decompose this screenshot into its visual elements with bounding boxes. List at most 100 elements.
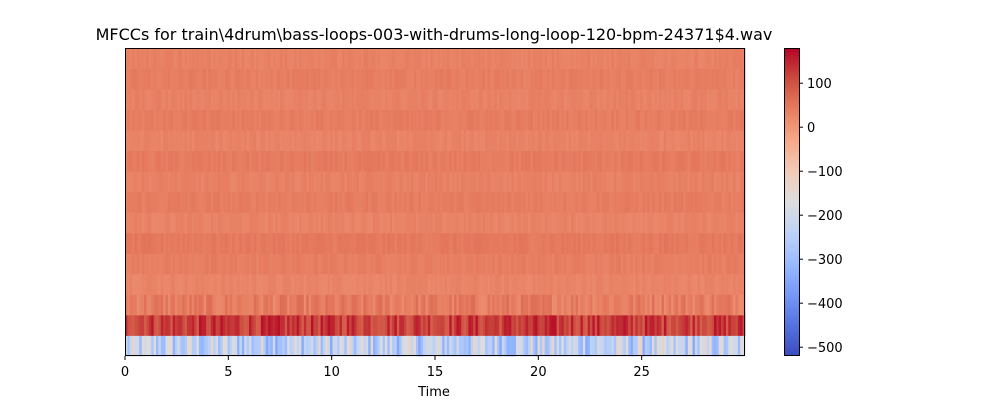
heatmap-cell <box>473 253 476 275</box>
heatmap-cell <box>444 150 448 172</box>
heatmap-cell <box>477 109 481 131</box>
heatmap-cell <box>456 294 460 316</box>
heatmap-cell <box>277 253 281 275</box>
heatmap-cell <box>353 130 357 152</box>
heatmap-cell <box>294 150 298 172</box>
heatmap-cell <box>537 294 541 316</box>
heatmap-cell <box>489 89 493 110</box>
heatmap-cell <box>628 68 631 90</box>
heatmap-cell <box>187 150 190 172</box>
heatmap-cell <box>144 68 147 90</box>
heatmap-cell <box>582 273 586 295</box>
heatmap-cell <box>136 294 140 316</box>
heatmap-cell <box>392 89 395 110</box>
heatmap-cell <box>649 68 653 90</box>
heatmap-cell <box>711 232 715 254</box>
heatmap-cell <box>406 109 410 131</box>
heatmap-cell <box>280 314 283 336</box>
heatmap-cell <box>163 48 166 69</box>
heatmap-cell <box>375 68 379 90</box>
heatmap-cell <box>566 150 569 172</box>
heatmap-cell <box>525 171 529 193</box>
heatmap-cell <box>344 109 348 131</box>
heatmap-cell <box>456 89 460 110</box>
heatmap-cell <box>625 109 629 131</box>
heatmap-cell <box>194 150 197 172</box>
heatmap-cell <box>389 130 393 152</box>
heatmap-cell <box>444 171 448 193</box>
heatmap-cell <box>530 109 534 131</box>
heatmap-cell <box>489 48 493 69</box>
heatmap-cell <box>153 191 157 213</box>
heatmap-cell <box>690 253 693 275</box>
heatmap-cell <box>234 232 238 254</box>
heatmap-cell <box>191 232 195 254</box>
heatmap-cell <box>449 253 453 275</box>
heatmap-cell <box>344 48 348 69</box>
heatmap-cell <box>234 109 238 131</box>
heatmap-cell <box>177 89 181 110</box>
heatmap-cell <box>353 294 357 316</box>
heatmap-cell <box>270 89 274 110</box>
heatmap-cell <box>656 273 660 295</box>
heatmap-cell <box>167 191 171 213</box>
heatmap-cell <box>382 253 386 275</box>
heatmap-cell <box>163 150 166 172</box>
heatmap-cell <box>530 171 534 193</box>
heatmap-cell <box>265 294 269 316</box>
heatmap-cell <box>411 314 414 336</box>
heatmap-cell <box>206 48 209 69</box>
heatmap-cell <box>272 89 276 110</box>
heatmap-cell <box>547 130 550 152</box>
heatmap-cell <box>220 48 224 69</box>
heatmap-cell <box>549 294 553 316</box>
heatmap-cell <box>165 212 169 234</box>
heatmap-cell <box>222 335 226 357</box>
heatmap-cell <box>666 150 670 172</box>
heatmap-cell <box>644 191 648 213</box>
heatmap-cell <box>656 253 660 275</box>
heatmap-cell <box>635 48 639 69</box>
heatmap-cell <box>332 232 336 254</box>
heatmap-cell <box>413 171 417 193</box>
heatmap-cell <box>246 109 250 131</box>
heatmap-cell <box>263 294 267 316</box>
heatmap-cell <box>663 171 667 193</box>
heatmap-cell <box>587 191 591 213</box>
heatmap-cell <box>187 232 190 254</box>
heatmap-cell <box>547 212 550 234</box>
heatmap-cell <box>239 314 243 336</box>
heatmap-cell <box>282 68 286 90</box>
heatmap-cell <box>406 150 410 172</box>
heatmap-cell <box>516 171 519 193</box>
heatmap-cell <box>563 150 567 172</box>
heatmap-cell <box>384 335 388 357</box>
heatmap-cell <box>425 109 429 131</box>
heatmap-cell <box>218 171 221 193</box>
heatmap-cell <box>158 294 162 316</box>
heatmap-cell <box>218 68 221 90</box>
heatmap-cell <box>578 191 581 213</box>
heatmap-cell <box>470 335 474 357</box>
heatmap-cell <box>225 294 228 316</box>
heatmap-cell <box>559 253 562 275</box>
heatmap-cell <box>556 232 560 254</box>
heatmap-cell <box>351 89 355 110</box>
heatmap-cell <box>458 212 462 234</box>
heatmap-cell <box>151 314 155 336</box>
heatmap-cell <box>659 68 662 90</box>
heatmap-cell <box>616 68 620 90</box>
heatmap-cell <box>387 150 391 172</box>
heatmap-cell <box>272 294 276 316</box>
heatmap-cell <box>520 212 524 234</box>
heatmap-cell <box>721 48 724 69</box>
heatmap-cell <box>649 191 653 213</box>
heatmap-cell <box>237 273 240 295</box>
heatmap-cell <box>177 191 181 213</box>
heatmap-cell <box>473 150 476 172</box>
heatmap-cell <box>430 294 434 316</box>
heatmap-cell <box>714 191 717 213</box>
heatmap-cell <box>303 150 307 172</box>
heatmap-cell <box>508 314 512 336</box>
heatmap-cell <box>625 89 629 110</box>
